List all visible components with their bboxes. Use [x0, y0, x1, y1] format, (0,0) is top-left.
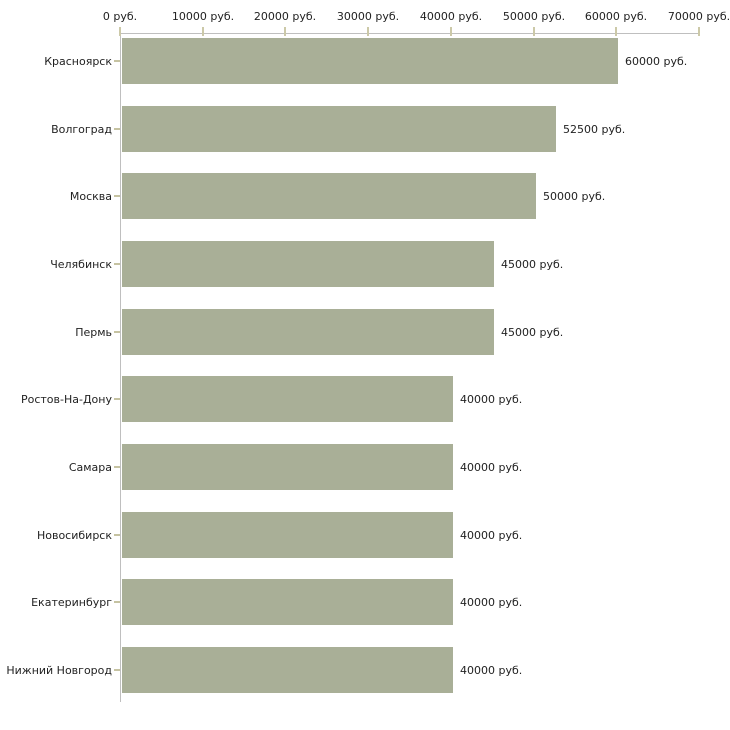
- bar-value-label: 52500 руб.: [563, 122, 626, 136]
- x-axis-tick-label: 60000 руб.: [584, 10, 648, 23]
- bar: [122, 309, 494, 355]
- y-axis-line: [120, 33, 121, 702]
- category-label: Челябинск: [50, 257, 112, 271]
- category-tick: [114, 128, 120, 130]
- bar-value-label: 40000 руб.: [460, 595, 523, 609]
- x-axis-tick-label: 30000 руб.: [336, 10, 400, 23]
- category-label: Ростов-На-Дону: [20, 392, 112, 406]
- x-axis-tick: [119, 27, 121, 36]
- bar: [122, 444, 453, 490]
- bar: [122, 38, 618, 84]
- category-label: Нижний Новгород: [6, 663, 112, 677]
- x-axis-tick-label: 70000 руб.: [667, 10, 730, 23]
- category-label: Пермь: [75, 325, 112, 339]
- category-label: Новосибирск: [36, 528, 112, 542]
- x-axis-tick: [284, 27, 286, 36]
- category-tick: [114, 601, 120, 603]
- bar-value-label: 50000 руб.: [543, 189, 606, 203]
- x-axis-tick-label: 40000 руб.: [419, 10, 483, 23]
- category-tick: [114, 534, 120, 536]
- bar-value-label: 60000 руб.: [625, 54, 688, 68]
- bar-value-label: 40000 руб.: [460, 663, 523, 677]
- bar: [122, 241, 494, 287]
- x-axis-tick: [202, 27, 204, 36]
- x-axis-tick: [367, 27, 369, 36]
- category-label: Волгоград: [51, 122, 112, 136]
- bar: [122, 647, 453, 693]
- category-label: Москва: [69, 189, 112, 203]
- category-tick: [114, 669, 120, 671]
- bar-value-label: 40000 руб.: [460, 528, 523, 542]
- x-axis-tick-label: 10000 руб.: [171, 10, 235, 23]
- category-tick: [114, 263, 120, 265]
- bar: [122, 173, 536, 219]
- x-axis-tick: [450, 27, 452, 36]
- x-axis-tick-label: 20000 руб.: [253, 10, 317, 23]
- x-axis-tick: [533, 27, 535, 36]
- bar-value-label: 40000 руб.: [460, 392, 523, 406]
- category-tick: [114, 331, 120, 333]
- bar: [122, 512, 453, 558]
- x-axis-tick: [698, 27, 700, 36]
- bar-value-label: 40000 руб.: [460, 460, 523, 474]
- category-label: Екатеринбург: [31, 595, 112, 609]
- category-tick: [114, 195, 120, 197]
- category-tick: [114, 398, 120, 400]
- bar: [122, 376, 453, 422]
- bar-value-label: 45000 руб.: [501, 257, 564, 271]
- x-axis-tick-label: 50000 руб.: [502, 10, 566, 23]
- category-label: Самара: [68, 460, 112, 474]
- bar: [122, 106, 556, 152]
- x-axis-tick: [615, 27, 617, 36]
- category-tick: [114, 466, 120, 468]
- bar: [122, 579, 453, 625]
- x-axis-tick-label: 0 руб.: [102, 10, 138, 23]
- category-tick: [114, 60, 120, 62]
- x-axis-line: [120, 33, 700, 34]
- bar-value-label: 45000 руб.: [501, 325, 564, 339]
- category-label: Красноярск: [44, 54, 112, 68]
